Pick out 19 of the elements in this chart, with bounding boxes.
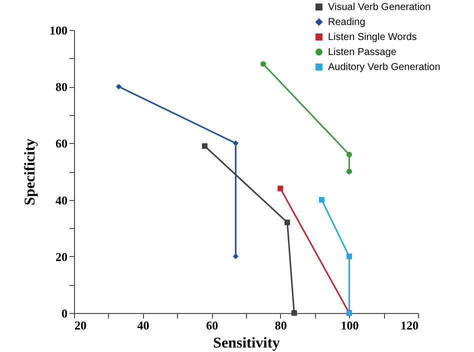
x-axis-title: Sensitivity [213,336,280,352]
y-axis-title: Specificity [22,138,38,206]
legend-label: Reading [328,17,366,28]
y-tick-label: 60 [56,136,68,151]
legend-label: Visual Verb Generation [328,2,431,13]
legend-label: Listen Single Words [328,32,417,43]
y-tick-label: 20 [56,250,68,264]
x-tick-label: 120 [400,318,418,332]
y-tick-label: 40 [56,193,68,208]
y-tick-label: 80 [56,80,68,94]
x-tick-label: 100 [340,318,359,332]
legend-label: Auditory Verb Generation [328,62,440,73]
x-tick-label: 60 [206,318,218,332]
x-tick-label: 40 [137,318,150,332]
y-tick-label: 0 [62,306,68,320]
x-tick-label: 80 [274,318,287,332]
legend-label: Listen Passage [328,47,397,58]
x-tick-label: 20 [74,318,86,332]
y-tick-label: 100 [50,24,68,38]
